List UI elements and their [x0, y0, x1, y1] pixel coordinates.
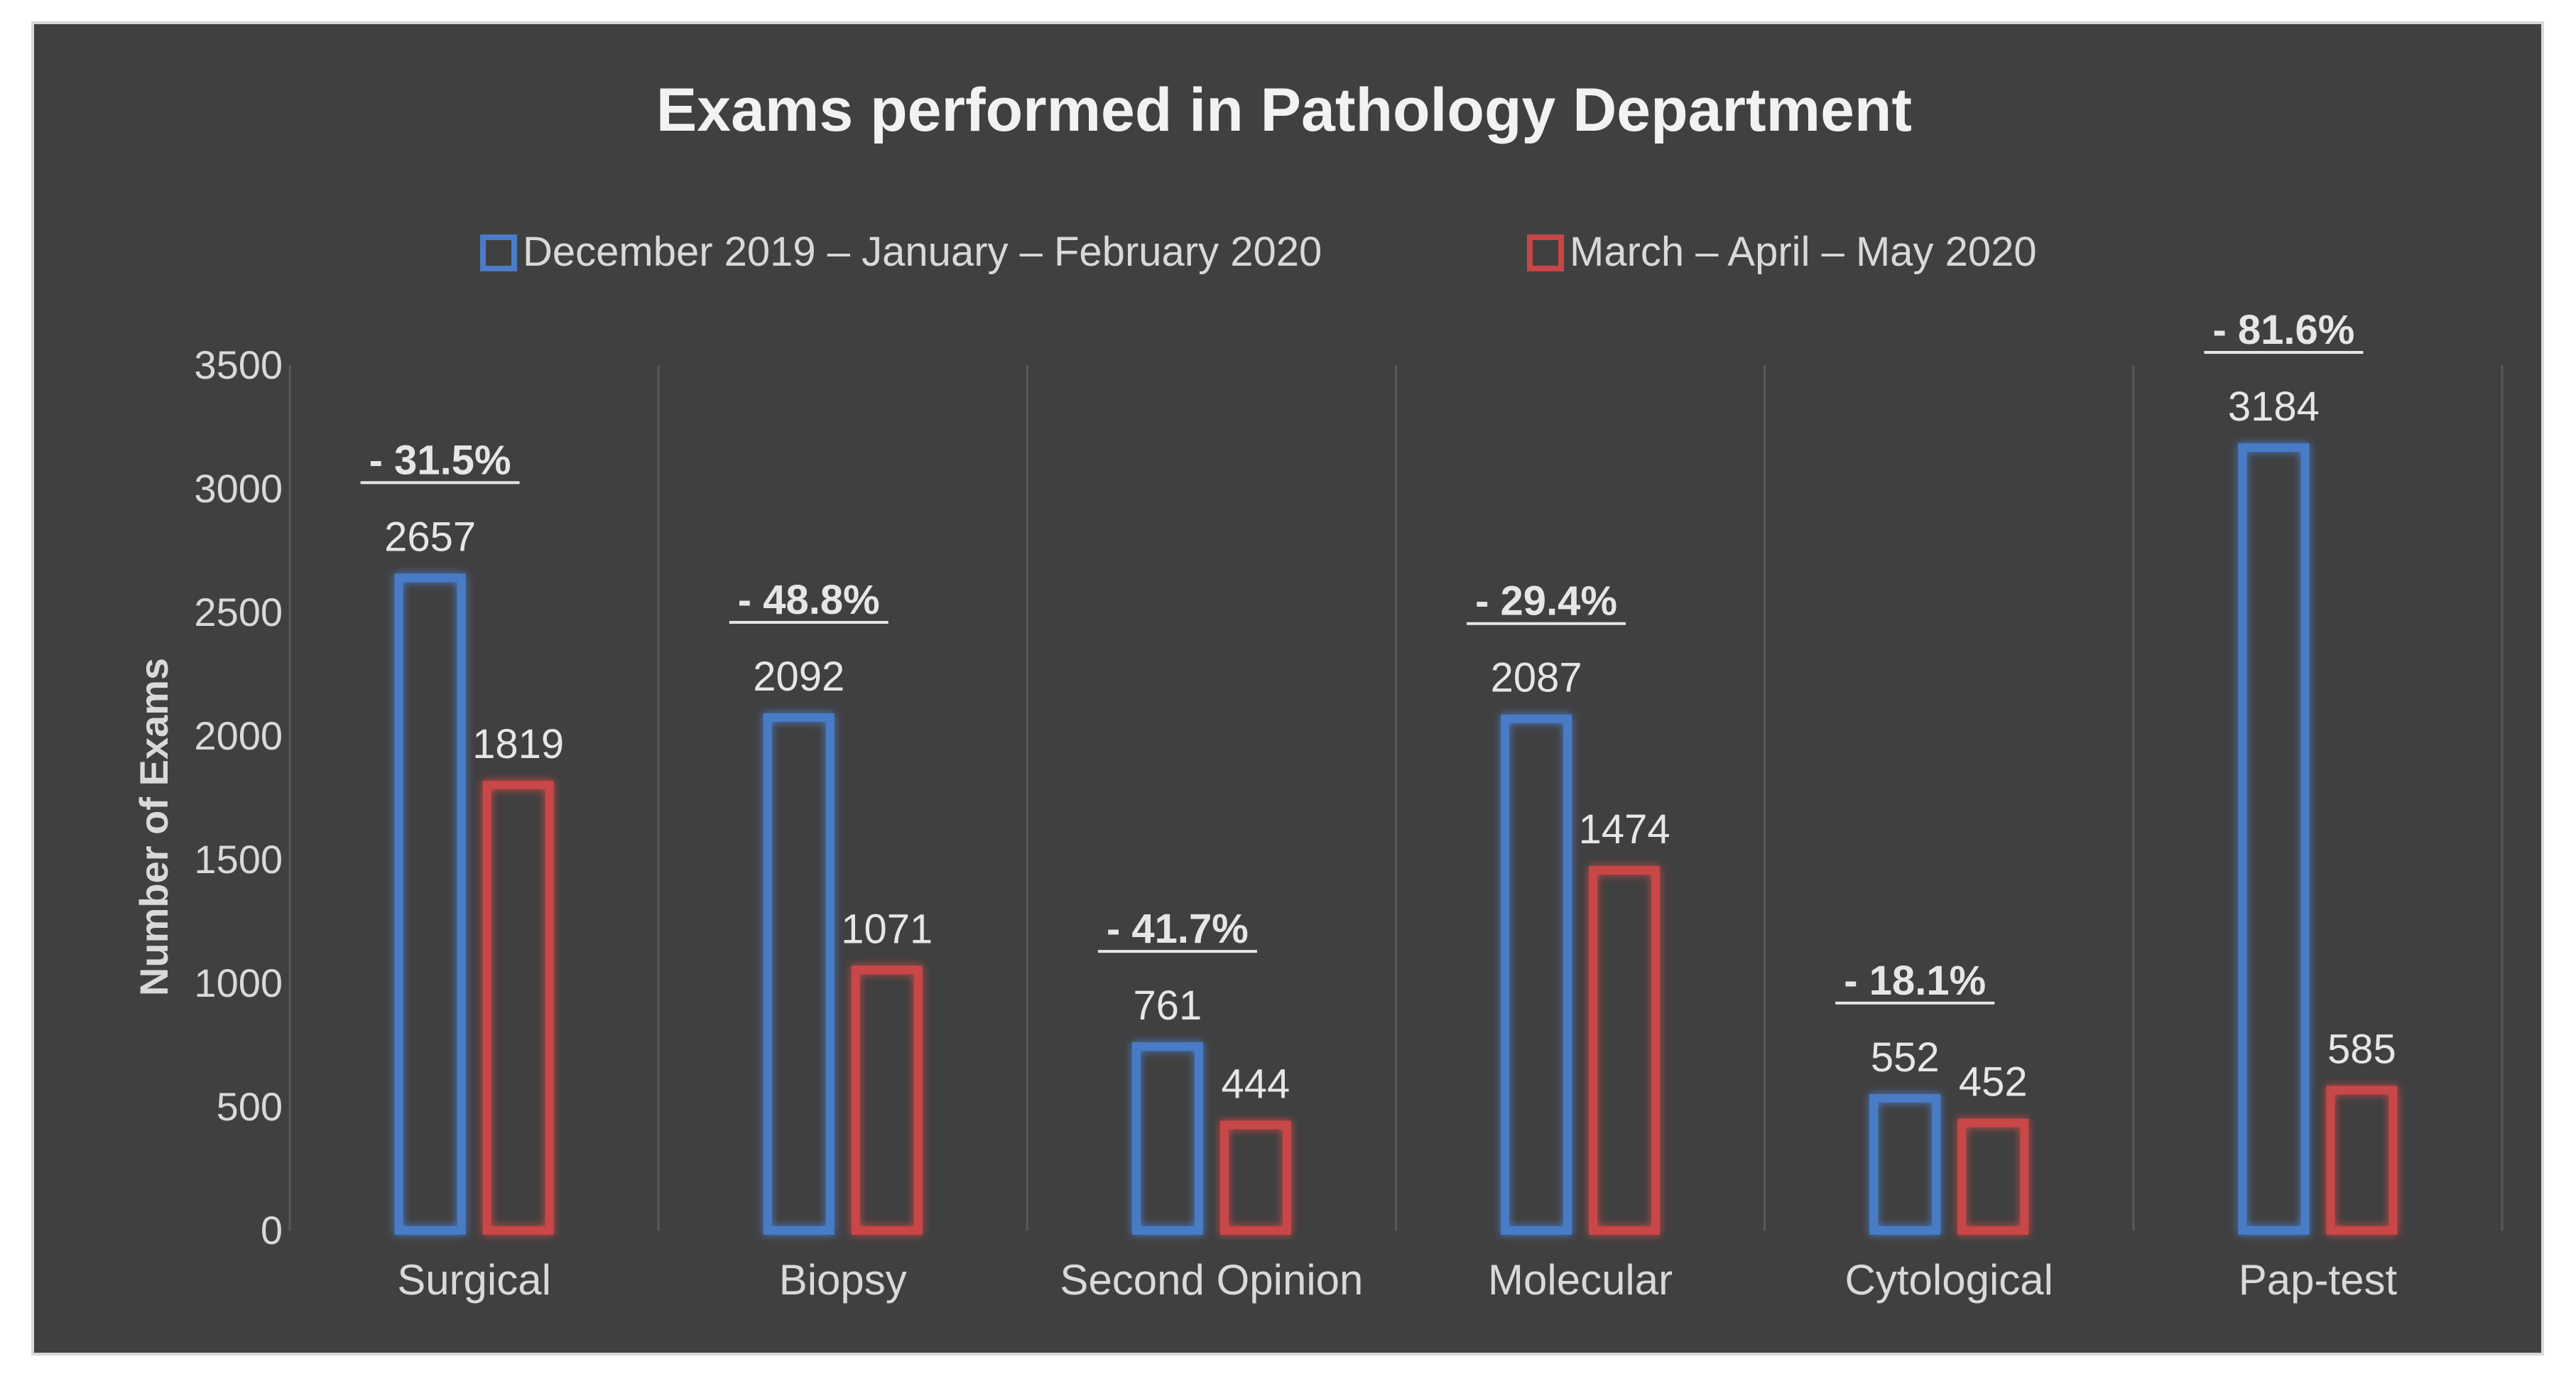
x-axis-ticks: Surgical Biopsy Second Opinion Molecular Cyt…	[397, 1256, 2397, 1304]
legend-label-0: December 2019 – January – February 2020	[523, 229, 1322, 275]
data-label: 1474	[1579, 806, 1670, 853]
grid-lines	[288, 365, 2504, 1230]
y-tick-label: 2500	[194, 590, 283, 634]
percent-change-label: - 29.4%	[1475, 578, 1617, 624]
legend-swatch-1	[1527, 234, 1564, 271]
x-tick-label: Biopsy	[779, 1256, 907, 1304]
bar-before-5	[2238, 443, 2310, 1235]
data-label: 3184	[2228, 384, 2320, 430]
bar-before-2	[1131, 1042, 1203, 1235]
data-label: 1819	[472, 721, 564, 767]
percent-annotations: - 31.5% - 48.8% - 41.7% - 29.4% - 18.1% - 81.…	[360, 307, 2364, 1005]
data-label: 761	[1134, 983, 1202, 1029]
data-label: 552	[1871, 1034, 1940, 1081]
legend-swatch-0	[480, 234, 517, 271]
bar-before-3	[1501, 714, 1572, 1235]
data-label: 452	[1959, 1059, 2028, 1105]
percent-change-label: - 31.5%	[369, 437, 511, 483]
y-tick-label: 1000	[194, 961, 283, 1005]
y-axis-label: Number of Exams	[131, 658, 176, 996]
bars	[394, 443, 2398, 1235]
data-label: 1071	[841, 906, 933, 952]
bar-before-4	[1869, 1093, 1941, 1235]
data-label: 2657	[384, 514, 476, 560]
percent-change-label: - 18.1%	[1844, 958, 1986, 1004]
y-tick-label: 2000	[194, 713, 283, 758]
legend: December 2019 – January – February 2020 M…	[480, 229, 2037, 275]
bar-after-4	[1957, 1118, 2029, 1235]
percent-change-label: - 41.7%	[1107, 906, 1249, 952]
x-tick-label: Molecular	[1488, 1256, 1673, 1304]
data-label: 585	[2327, 1026, 2396, 1072]
y-tick-label: 1500	[194, 837, 283, 882]
data-label: 2092	[753, 654, 844, 700]
bar-before-1	[763, 713, 835, 1235]
bar-after-0	[482, 780, 554, 1235]
bar-after-1	[851, 965, 923, 1235]
x-tick-label: Pap-test	[2239, 1256, 2398, 1304]
chart-svg: Exams performed in Pathology Department …	[131, 76, 2504, 1304]
legend-label-1: March – April – May 2020	[1570, 229, 2037, 275]
x-tick-label: Cytological	[1845, 1256, 2053, 1304]
y-axis-ticks: 0 500 1000 1500 2000 2500 3000 3500	[194, 342, 283, 1253]
data-label: 2087	[1491, 655, 1582, 701]
y-tick-label: 3000	[194, 466, 283, 511]
bar-after-5	[2326, 1086, 2398, 1235]
y-tick-label: 0	[261, 1208, 283, 1253]
x-tick-label: Second Opinion	[1060, 1256, 1363, 1304]
chart-frame: Exams performed in Pathology Department …	[31, 21, 2544, 1356]
percent-change-label: - 81.6%	[2212, 307, 2354, 353]
y-tick-label: 3500	[194, 342, 283, 387]
x-tick-label: Surgical	[397, 1256, 551, 1304]
bar-after-2	[1219, 1120, 1291, 1235]
y-tick-label: 500	[217, 1084, 283, 1129]
bar-before-0	[394, 573, 466, 1235]
percent-change-label: - 48.8%	[738, 577, 880, 623]
data-labels: 2657 1819 2092 1071 761 444 2087 1474 552 452 3184…	[384, 384, 2396, 1108]
chart-title: Exams performed in Pathology Department	[656, 76, 1912, 144]
data-label: 444	[1222, 1061, 1290, 1107]
bar-after-3	[1589, 866, 1661, 1235]
